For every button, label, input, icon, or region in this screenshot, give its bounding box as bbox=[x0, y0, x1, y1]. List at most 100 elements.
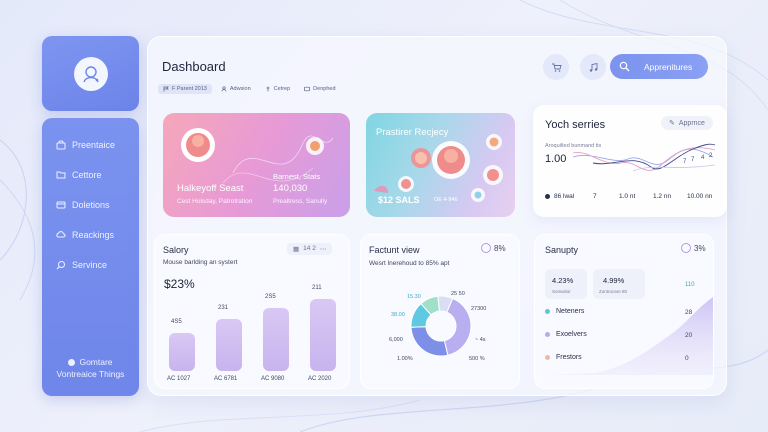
salary-bar-xlabel: AC 6781 bbox=[214, 376, 238, 382]
series-line-c bbox=[592, 143, 716, 170]
legend-label: Neteners bbox=[556, 308, 585, 315]
donut-label: 1.00% bbox=[397, 356, 413, 362]
music-button[interactable] bbox=[580, 54, 606, 80]
sanupty-legend-0: Neteners bbox=[545, 308, 584, 315]
cart-button[interactable] bbox=[543, 54, 569, 80]
person-icon bbox=[221, 86, 227, 92]
hero-decoration bbox=[181, 128, 334, 184]
chart-label: 7 bbox=[691, 157, 695, 163]
ring-icon bbox=[681, 243, 691, 253]
sanupty-title: Sanupty bbox=[545, 245, 579, 255]
sanupty-legend-2: Frestors bbox=[545, 354, 582, 361]
hero1-sub: Cest Holsday, Patrotration bbox=[177, 198, 253, 205]
legend-dot bbox=[545, 332, 550, 337]
stat1-label: Somwitor bbox=[552, 289, 571, 294]
salary-bar[interactable] bbox=[310, 299, 336, 371]
flag-icon bbox=[163, 86, 169, 92]
sidebar-item-0[interactable]: Preentaice bbox=[56, 140, 115, 150]
sanupty-top-value: 110 bbox=[685, 282, 695, 288]
series-badge-label: Apprnce bbox=[678, 119, 705, 127]
stat-tile-1: 4.23% Somwitor bbox=[545, 269, 587, 299]
search-icon bbox=[56, 261, 65, 270]
sidebar-footer[interactable]: Gomtare Vontreaice Things bbox=[42, 356, 139, 380]
salary-bar[interactable] bbox=[169, 333, 195, 371]
sidebar-item-4[interactable]: Servince bbox=[56, 260, 107, 270]
stat2-label: Zontrocare 80 bbox=[599, 289, 628, 294]
sidebar: Preentaice Cettore Doletions Reackings S… bbox=[42, 118, 139, 396]
series-title: Yoch serries bbox=[545, 119, 606, 131]
crumb-2[interactable]: Cetrep bbox=[260, 84, 296, 94]
crumb-0[interactable]: F Parent 2013 bbox=[158, 84, 212, 94]
sanupty-legend-2-value: 0 bbox=[685, 355, 689, 362]
sidebar-item-label: Reackings bbox=[72, 230, 115, 240]
legend-dot bbox=[545, 355, 550, 360]
pin-icon bbox=[266, 86, 270, 92]
factunt-donut-chart bbox=[410, 295, 472, 357]
series-card[interactable]: Yoch serries ✎ Apprnce Aroquilted bunman… bbox=[533, 105, 727, 217]
crumb-label: Adwsion bbox=[229, 86, 251, 92]
salary-filter[interactable]: ▦ 14 2 ⋯ bbox=[287, 243, 333, 255]
profile-hero-card[interactable]: Halkeyoff Seast Cest Holsday, Patrotrati… bbox=[163, 113, 350, 217]
salary-filter-label: 14 2 bbox=[303, 245, 316, 252]
sidebar-item-label: Preentaice bbox=[72, 140, 116, 150]
sidebar-item-3[interactable]: Reackings bbox=[56, 230, 114, 240]
logo-icon bbox=[73, 56, 108, 91]
crumb-3[interactable]: Denphed bbox=[299, 84, 340, 94]
factunt-panel: Factunt view 8% Wesrt lnerehoud to 85% a… bbox=[360, 234, 520, 389]
salary-bar[interactable] bbox=[216, 319, 242, 371]
series-legend-2: 1.0 nt bbox=[619, 193, 636, 200]
crumb-label: F Parent 2013 bbox=[172, 86, 207, 92]
donut-label: 6,000 bbox=[389, 337, 403, 343]
sidebar-item-1[interactable]: Cettore bbox=[56, 170, 102, 180]
app-logo-card[interactable] bbox=[42, 36, 139, 111]
hero2-value-label: $12 SALS bbox=[378, 195, 420, 205]
factunt-sub: Wesrt lnerehoud to 85% apt bbox=[369, 260, 450, 267]
main-panel: Dashboard F Parent 2013 Adwsion Cetrep D… bbox=[147, 36, 727, 396]
sanupty-area-chart bbox=[543, 297, 713, 375]
series-line-d bbox=[632, 164, 716, 172]
salary-bar-tag: 4S5 bbox=[171, 319, 182, 325]
legend-label: Frestors bbox=[556, 354, 582, 361]
bag-icon bbox=[56, 140, 66, 150]
appointments-button[interactable]: Apprenitures bbox=[610, 54, 708, 79]
salary-title: Salory bbox=[163, 245, 189, 255]
chart-label: 7 bbox=[683, 159, 687, 165]
donut-label: 38.00 bbox=[391, 312, 405, 318]
crumb-label: Cetrep bbox=[273, 86, 291, 92]
salary-sub: Mouse barlding an systert bbox=[163, 259, 238, 266]
series-sub: Aroquilted bunmand tis bbox=[545, 143, 602, 149]
hero2-decoration bbox=[374, 134, 503, 202]
sanupty-legend-1: Exoelvers bbox=[545, 331, 587, 338]
hero2-value-sub: OE 4·846 bbox=[434, 197, 458, 203]
donut-slice[interactable] bbox=[410, 326, 449, 357]
factunt-badge: 8% bbox=[481, 243, 506, 253]
series-legend-0: 86 lwal bbox=[545, 193, 574, 200]
cart-icon bbox=[551, 63, 562, 72]
donut-slice[interactable] bbox=[437, 295, 454, 313]
crumb-1[interactable]: Adwsion bbox=[216, 84, 256, 94]
series-legend-4: 10.00 nn bbox=[687, 193, 713, 200]
pencil-icon: ✎ bbox=[669, 120, 675, 127]
sales-hero-card[interactable]: Prastirer Recjecy $12 SALS OE 4·846 bbox=[366, 113, 515, 217]
crumb-label: Denphed bbox=[313, 86, 336, 92]
salary-panel: Salory ▦ 14 2 ⋯ Mouse barlding an syster… bbox=[154, 234, 350, 389]
salary-bar-tag: 211 bbox=[312, 285, 322, 291]
search-icon bbox=[619, 61, 630, 72]
sidebar-item-2[interactable]: Doletions bbox=[56, 200, 110, 210]
page-title: Dashboard bbox=[162, 59, 226, 74]
salary-bar-chart: 4S5 AC 1027 231 AC 6781 2S5 AC 9080 211 AC 2020 bbox=[155, 235, 349, 388]
folder-icon bbox=[56, 171, 66, 179]
sidebar-footer-line1: Gomtare bbox=[79, 357, 113, 367]
donut-label: 500 % bbox=[469, 356, 485, 362]
folder-icon bbox=[56, 201, 66, 209]
series-line-b bbox=[572, 147, 716, 171]
stat-tile-2: 4.99% Zontrocare 80 bbox=[593, 269, 645, 299]
salary-bar[interactable] bbox=[263, 308, 289, 371]
donut-slice[interactable] bbox=[443, 297, 472, 356]
series-legend-1: 7 bbox=[593, 193, 597, 200]
breadcrumb: F Parent 2013 Adwsion Cetrep Denphed bbox=[158, 84, 341, 94]
card-icon bbox=[304, 86, 311, 92]
stat2-value: 4.99% bbox=[603, 276, 625, 285]
salary-bar-xlabel: AC 1027 bbox=[167, 376, 191, 382]
series-badge[interactable]: ✎ Apprnce bbox=[661, 116, 713, 130]
